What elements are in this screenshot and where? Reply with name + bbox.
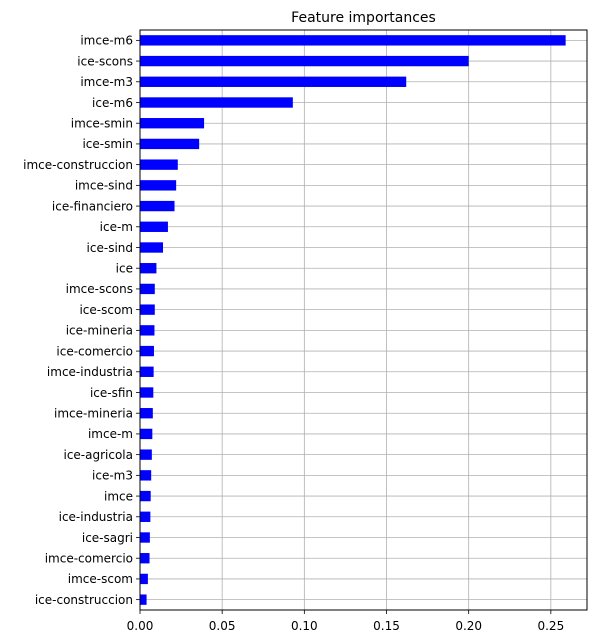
- bar: [140, 428, 153, 440]
- y-tick-label: imce-scom: [68, 572, 133, 586]
- y-tick-label: imce-construccion: [23, 158, 133, 172]
- y-tick-label: ice-sind: [87, 241, 133, 255]
- y-tick-label: ice-agricola: [63, 448, 133, 462]
- y-tick-label: ice-m3: [92, 469, 133, 483]
- bar: [140, 76, 407, 87]
- y-axis-ticks: imce-m6 ice-scons imce-m3 ice-m6 imce-smin ic…: [23, 34, 140, 607]
- bar: [140, 55, 469, 67]
- bar: [140, 511, 151, 522]
- x-axis-ticks: 0.00 0.05 0.10 0.15 0.20 0.25: [127, 610, 564, 633]
- bar: [140, 573, 148, 585]
- bar: [140, 118, 205, 129]
- y-tick-label: ice-industria: [59, 510, 133, 524]
- bar: [140, 553, 150, 564]
- y-tick-label: imce-comercio: [45, 552, 133, 566]
- bar: [140, 345, 154, 357]
- bar: [140, 283, 155, 295]
- y-tick-label: imce-sind: [75, 179, 133, 193]
- bar: [140, 35, 566, 46]
- bar: [140, 470, 152, 481]
- bar: [140, 449, 152, 460]
- y-tick-label: ice-m6: [92, 96, 133, 110]
- bar: [140, 325, 155, 336]
- bar: [140, 532, 150, 543]
- chart-title: Feature importances: [291, 10, 436, 26]
- y-tick-label: ice-scom: [79, 303, 133, 317]
- y-tick-label: ice-mineria: [66, 324, 133, 338]
- y-tick-label: ice: [116, 262, 133, 276]
- x-tick-label: 0.15: [373, 619, 400, 633]
- y-tick-label: imce-m6: [80, 34, 133, 48]
- bar: [140, 138, 200, 150]
- y-tick-label: ice-sfin: [90, 386, 133, 400]
- plot-frame: [139, 29, 588, 611]
- bar: [140, 304, 155, 315]
- bar: [140, 180, 177, 191]
- y-tick-label: ice-comercio: [56, 344, 133, 358]
- x-tick-label: 0.25: [537, 619, 564, 633]
- y-tick-label: ice-financiero: [52, 199, 133, 213]
- x-tick-label: 0.20: [455, 619, 482, 633]
- x-tick-label: 0.00: [127, 619, 154, 633]
- bar: [140, 221, 168, 232]
- bar: [140, 159, 178, 170]
- bar: [140, 97, 293, 108]
- y-tick-label: imce-industria: [47, 365, 133, 379]
- y-tick-label: imce-m: [88, 427, 133, 441]
- y-tick-label: imce-mineria: [54, 407, 133, 421]
- bar: [140, 242, 164, 253]
- y-tick-label: ice-construccion: [35, 593, 133, 607]
- y-tick-label: imce: [104, 489, 133, 503]
- bar: [140, 263, 157, 274]
- y-tick-label: imce-scons: [66, 282, 133, 296]
- y-tick-label: ice-scons: [77, 54, 133, 68]
- y-tick-label: ice-smin: [82, 137, 133, 151]
- bar: [140, 490, 151, 502]
- grid-lines: [139, 30, 587, 610]
- y-tick-label: ice-m: [100, 220, 133, 234]
- y-tick-label: ice-sagri: [82, 531, 133, 545]
- x-tick-label: 0.05: [209, 619, 236, 633]
- bars: [140, 35, 566, 605]
- bar: [140, 594, 147, 605]
- y-tick-label: imce-smin: [71, 117, 133, 131]
- bar: [140, 366, 154, 377]
- bar: [140, 408, 153, 419]
- y-tick-label: imce-m3: [80, 75, 133, 89]
- bar: [140, 387, 154, 398]
- bar: [140, 200, 175, 212]
- x-tick-label: 0.10: [291, 619, 318, 633]
